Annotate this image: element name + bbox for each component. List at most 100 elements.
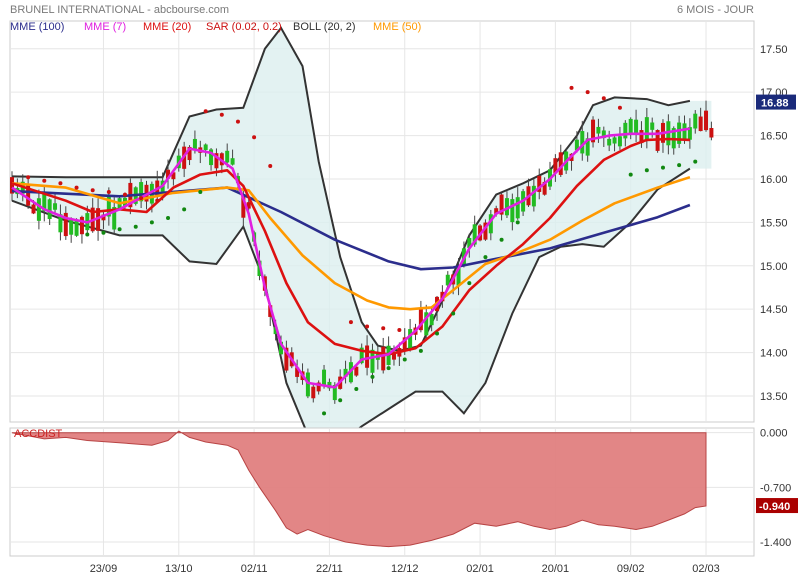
sar-dot (617, 105, 622, 110)
x-tick-label: 22/11 (316, 563, 343, 575)
candle-body (26, 183, 31, 206)
sar-dot (166, 216, 171, 221)
accdist-last-label: -0.940 (759, 501, 790, 513)
candle-body (542, 181, 547, 195)
candle-body (429, 313, 434, 326)
candle-body (515, 197, 520, 219)
legend-entry: BOLL (20, 2) (293, 21, 356, 33)
sar-dot (106, 189, 111, 194)
candle-body (628, 118, 633, 135)
sar-dot (182, 207, 187, 212)
last-price-box (756, 94, 796, 110)
sar-dot (386, 366, 391, 371)
legend-entry: MME (7) (84, 21, 126, 33)
sar-dot (58, 181, 63, 186)
candle-body (601, 130, 606, 139)
sar-dot (660, 165, 665, 170)
candle-body (445, 274, 450, 286)
last-price-badge: 16.88 (756, 94, 796, 110)
candle-body (365, 345, 370, 368)
sar-dot (499, 237, 504, 242)
candle-body (246, 202, 251, 209)
candle-body (677, 122, 682, 144)
candle-body (424, 312, 429, 336)
sar-dot (677, 163, 682, 168)
bollinger-lower-line (11, 167, 691, 450)
accdist-last-box (756, 498, 798, 514)
sar-dot (354, 387, 359, 392)
candle-body (682, 123, 687, 140)
x-tick-label: 12/12 (391, 563, 419, 575)
sar-dot (85, 232, 90, 237)
candle-body (268, 305, 273, 317)
candle-body (418, 308, 423, 331)
candle-body (322, 369, 327, 385)
candle-body (63, 212, 68, 237)
candle-body (53, 203, 58, 210)
candle-body (101, 214, 106, 221)
candle-body (617, 136, 622, 147)
period-label: 6 MOIS - JOUR (677, 4, 754, 16)
candle-body (58, 214, 63, 233)
accdist-label: ACCDIST (14, 428, 63, 440)
candle-body (574, 139, 579, 151)
sar-dot (628, 172, 633, 177)
accdist-y-tick-label: -0.700 (760, 482, 791, 494)
candle-body (209, 149, 214, 166)
x-tick-label: 02/11 (241, 563, 268, 575)
candle-body (79, 216, 84, 235)
sar-dot (338, 398, 343, 403)
candle-body (284, 347, 289, 371)
legend-entry: MME (20) (143, 21, 191, 33)
sar-dot (322, 411, 327, 416)
candle-body (187, 146, 192, 161)
sar-dot (74, 185, 79, 190)
candle-body (166, 169, 171, 179)
price-y-tick-label: 15.00 (760, 261, 788, 273)
accdist-y-tick-label: 0.000 (760, 428, 788, 440)
candle-body (494, 208, 499, 214)
x-axis: 23/09 13/10 02/11 22/11 12/12 02/01 20/01 09/02… (90, 563, 720, 575)
candle-body (612, 137, 617, 144)
candle-body (607, 138, 612, 146)
sar-dot (483, 255, 488, 260)
sar-dot (644, 168, 649, 173)
sar-dot (585, 90, 590, 95)
candle-body (343, 368, 348, 377)
candle-body (381, 346, 386, 371)
sar-dot (155, 198, 160, 203)
candle-body (214, 153, 219, 169)
candle-body (580, 131, 585, 154)
candle-body (402, 337, 407, 351)
sar-dot (693, 159, 698, 164)
candle-body (634, 119, 639, 133)
price-y-tick-label: 13.50 (760, 391, 788, 403)
candle-body (596, 126, 601, 134)
sar-dot (515, 220, 520, 225)
candle-body (31, 204, 36, 214)
candle-body (504, 198, 509, 216)
sar-dot (348, 320, 353, 325)
candle-body (370, 349, 375, 373)
candle-body (456, 266, 461, 286)
candle-body (644, 117, 649, 141)
accdist-last-badge: -0.940 (756, 498, 798, 514)
candle-body (305, 372, 310, 397)
sar-dot (435, 331, 440, 336)
candle-body (408, 329, 413, 350)
candle-body (74, 220, 79, 236)
mme20-line (11, 137, 690, 356)
sar-dot (117, 227, 122, 232)
candle-body (510, 199, 515, 223)
price-y-tick-label: 14.50 (760, 304, 788, 316)
sar-dot (198, 189, 203, 194)
sar-dot (252, 135, 257, 140)
sar-dot (101, 230, 106, 235)
candle-body (241, 194, 246, 218)
candle-body (311, 386, 316, 399)
last-price-label: 16.88 (761, 98, 789, 110)
candle-body (273, 327, 278, 335)
sar-dot (90, 188, 95, 193)
candle-body (558, 152, 563, 175)
